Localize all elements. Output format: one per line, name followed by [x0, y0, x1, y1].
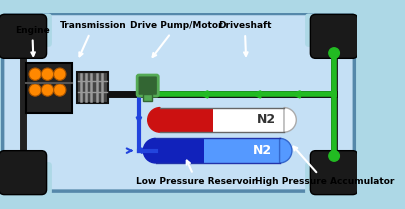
- Circle shape: [53, 68, 66, 80]
- Text: Driveshaft: Driveshaft: [217, 22, 271, 56]
- Circle shape: [328, 48, 339, 58]
- Text: Engine: Engine: [15, 26, 49, 56]
- Bar: [143, 94, 152, 101]
- FancyBboxPatch shape: [309, 14, 357, 58]
- Text: N2: N2: [252, 144, 271, 157]
- FancyBboxPatch shape: [304, 162, 355, 195]
- Wedge shape: [143, 138, 155, 163]
- Bar: [26, 63, 72, 113]
- Circle shape: [328, 151, 339, 161]
- Bar: [203, 138, 279, 163]
- Bar: [160, 108, 212, 132]
- Bar: [77, 71, 108, 103]
- FancyBboxPatch shape: [1, 162, 52, 195]
- FancyBboxPatch shape: [137, 75, 158, 96]
- FancyBboxPatch shape: [0, 14, 47, 58]
- FancyBboxPatch shape: [2, 14, 354, 191]
- Wedge shape: [147, 108, 160, 132]
- FancyBboxPatch shape: [1, 14, 52, 47]
- Circle shape: [53, 84, 66, 96]
- Text: N2: N2: [256, 113, 275, 126]
- Text: Low Pressure Reservoir: Low Pressure Reservoir: [136, 161, 256, 186]
- FancyBboxPatch shape: [309, 151, 357, 195]
- Text: Drive Pump/Motor: Drive Pump/Motor: [130, 22, 222, 57]
- Circle shape: [41, 84, 53, 96]
- FancyBboxPatch shape: [0, 151, 47, 195]
- Circle shape: [29, 84, 41, 96]
- Circle shape: [29, 68, 41, 80]
- Circle shape: [41, 68, 53, 80]
- Wedge shape: [283, 108, 296, 132]
- Text: High Pressure Accumulator: High Pressure Accumulator: [254, 147, 393, 186]
- Wedge shape: [279, 138, 291, 163]
- Bar: [155, 138, 203, 163]
- Bar: [212, 108, 283, 132]
- Text: Transmission: Transmission: [60, 22, 126, 56]
- FancyBboxPatch shape: [304, 14, 355, 47]
